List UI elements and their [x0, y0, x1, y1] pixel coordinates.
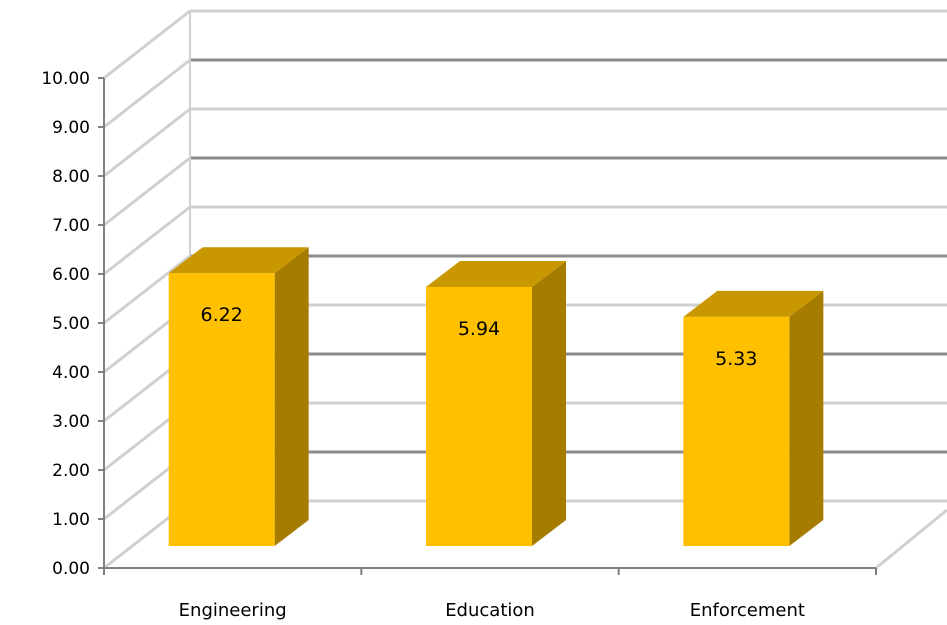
data-label: 5.94: [458, 318, 500, 340]
gridline-diagonal: [103, 156, 191, 227]
bar: [168, 273, 275, 546]
floor-right-edge: [875, 508, 947, 570]
data-label: 6.22: [201, 304, 243, 326]
bar-engineering: [168, 247, 309, 546]
y-tick-label: 7.00: [52, 216, 90, 236]
gridline-diagonal: [103, 205, 191, 276]
y-tick-label: 8.00: [52, 167, 90, 187]
bar-top-face: [683, 290, 824, 317]
data-label: 5.33: [715, 348, 757, 370]
bar-top-face: [426, 260, 566, 287]
y-tick-label: 10.00: [41, 69, 90, 89]
bars: [168, 247, 824, 546]
bar-top-face: [168, 247, 309, 274]
gridline-diagonal: [103, 107, 191, 178]
y-tick-label: 6.00: [52, 265, 90, 285]
y-tick-label: 1.00: [52, 510, 90, 530]
bar-side-face: [789, 290, 824, 546]
bar: [426, 286, 532, 546]
y-tick-label: 3.00: [52, 412, 90, 432]
gridline-diagonal: [103, 58, 191, 129]
gridline-diagonal: [103, 254, 191, 325]
gridline-diagonal: [103, 9, 191, 80]
labels: 6.22 Engineering 5.94 Education 5.33 Enforcem…: [179, 304, 805, 621]
x-tick-label: Enforcement: [690, 600, 805, 621]
x-tick-label: Engineering: [179, 600, 287, 621]
bar: [683, 316, 790, 546]
y-tick-label: 2.00: [52, 461, 90, 481]
y-tick-label: 5.00: [52, 314, 90, 334]
axes: 0.00 1.00 2.00 3.00 4.00 5.00 6.00 7.00 8.00 9.00…: [41, 69, 877, 579]
bar-education: [426, 260, 566, 546]
x-tick-label: Education: [445, 600, 535, 621]
bar-side-face: [532, 260, 566, 546]
bar-enforcement: [683, 290, 824, 546]
y-tick-label: 0.00: [52, 559, 90, 579]
y-tick-label: 4.00: [52, 363, 90, 383]
y-tick-label: 9.00: [52, 118, 90, 138]
bar-side-face: [274, 247, 309, 546]
